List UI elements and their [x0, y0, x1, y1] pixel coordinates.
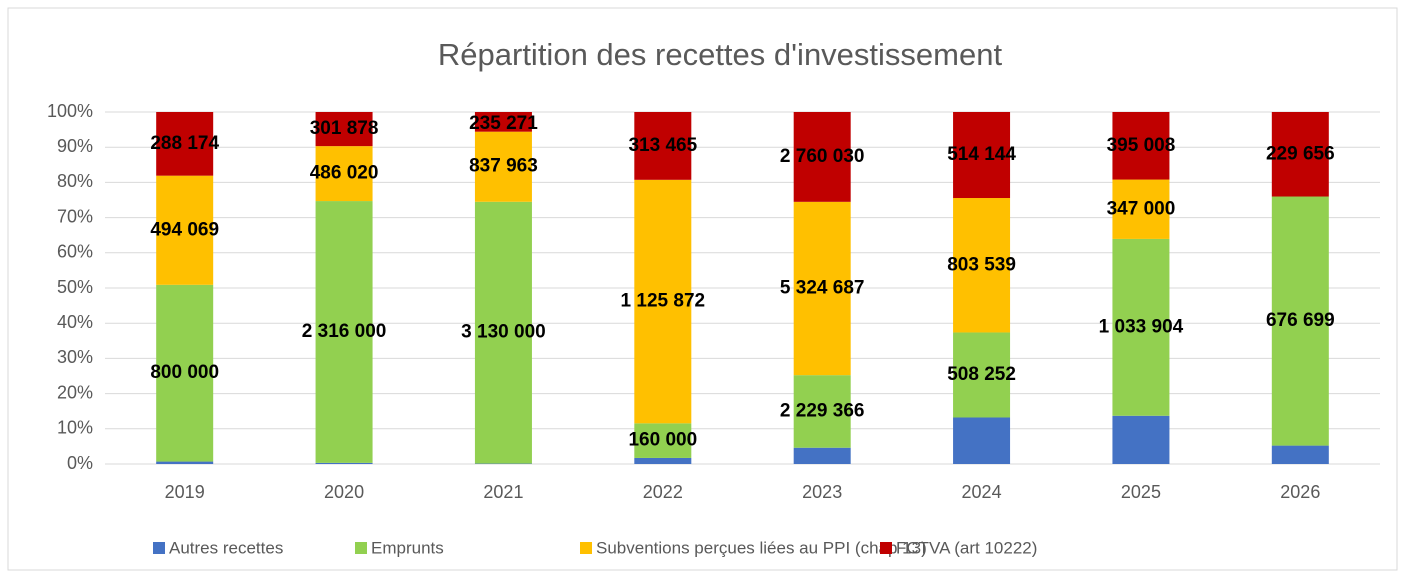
bar-segment	[793, 112, 851, 202]
data-label: 1 033 904	[1099, 316, 1184, 337]
data-label: 3 130 000	[461, 322, 546, 343]
data-label: 5 324 687	[780, 278, 865, 299]
bar-segment	[474, 201, 532, 464]
y-tick-label: 80%	[57, 171, 93, 191]
data-label: 837 963	[469, 156, 538, 177]
bar-segment	[315, 462, 373, 464]
data-label: 347 000	[1107, 198, 1176, 219]
bar-segment	[474, 112, 532, 132]
x-tick-label: 2019	[165, 482, 205, 502]
x-tick-label: 2020	[324, 482, 364, 502]
bar-segment	[156, 461, 214, 464]
bar-segment	[634, 423, 692, 458]
legend-swatch	[153, 542, 165, 554]
x-tick-label: 2026	[1280, 482, 1320, 502]
bar-segment	[1271, 112, 1329, 197]
bar-segment	[634, 457, 692, 464]
legend-label: Autres recettes	[169, 538, 283, 557]
legend-swatch	[880, 542, 892, 554]
data-label: 313 465	[628, 135, 697, 156]
bar-segment	[1112, 112, 1170, 180]
y-tick-label: 0%	[67, 453, 93, 473]
x-tick-label: 2024	[962, 482, 1002, 502]
bar-segment	[953, 198, 1011, 333]
data-label: 486 020	[310, 163, 379, 184]
y-tick-label: 70%	[57, 206, 93, 226]
bar-segment	[793, 201, 851, 376]
data-label: 800 000	[150, 362, 219, 383]
y-tick-label: 30%	[57, 347, 93, 367]
legend-label: Subventions perçues liées au PPI (chap 1…	[596, 538, 927, 557]
bar-segment	[953, 417, 1011, 464]
data-label: 514 144	[947, 144, 1016, 165]
data-label: 395 008	[1107, 135, 1176, 156]
chart-title: Répartition des recettes d'investissemen…	[438, 37, 1003, 72]
bar-segment	[1271, 196, 1329, 446]
bar-segment	[953, 112, 1011, 199]
data-label: 508 252	[947, 364, 1016, 385]
bar-segment	[634, 179, 692, 424]
y-tick-label: 10%	[57, 418, 93, 438]
x-tick-label: 2025	[1121, 482, 1161, 502]
data-label: 2 229 366	[780, 400, 865, 421]
bar-segment	[634, 112, 692, 180]
bar-segment	[315, 201, 373, 463]
legend-swatch	[355, 542, 367, 554]
data-label: 2 316 000	[302, 321, 387, 342]
bar-segment	[156, 284, 214, 462]
bar-segment	[1112, 179, 1170, 239]
bar-segment	[1271, 445, 1329, 464]
data-label: 235 271	[469, 113, 538, 134]
x-tick-label: 2023	[802, 482, 842, 502]
bar-segment	[793, 447, 851, 464]
x-tick-label: 2021	[483, 482, 523, 502]
bar-segment	[315, 146, 373, 202]
data-label: 229 656	[1266, 143, 1335, 164]
y-tick-label: 50%	[57, 277, 93, 297]
data-label: 160 000	[628, 430, 697, 451]
bar-segment	[793, 375, 851, 448]
bar-segment	[156, 112, 214, 176]
chart-border	[7, 7, 1398, 571]
legend-label: FCTVA (art 10222)	[896, 538, 1037, 557]
data-label: 301 878	[310, 118, 379, 139]
bar-segment	[1112, 415, 1170, 464]
y-tick-label: 100%	[47, 101, 93, 121]
data-label: 803 539	[947, 254, 1016, 275]
data-label: 676 699	[1266, 310, 1335, 331]
bar-segment	[474, 131, 532, 202]
data-label: 494 069	[150, 219, 219, 240]
bar-segment	[1112, 238, 1170, 416]
data-label: 288 174	[150, 133, 219, 154]
x-tick-label: 2022	[643, 482, 683, 502]
y-tick-label: 90%	[57, 136, 93, 156]
bar-segment	[315, 112, 373, 147]
legend-label: Emprunts	[371, 538, 444, 557]
y-tick-label: 60%	[57, 242, 93, 262]
data-label: 1 125 872	[621, 291, 706, 312]
bar-segment	[156, 175, 214, 285]
bar-segment	[953, 332, 1011, 418]
y-tick-label: 40%	[57, 312, 93, 332]
y-tick-label: 20%	[57, 382, 93, 402]
legend-swatch	[580, 542, 592, 554]
data-label: 2 760 030	[780, 146, 865, 167]
